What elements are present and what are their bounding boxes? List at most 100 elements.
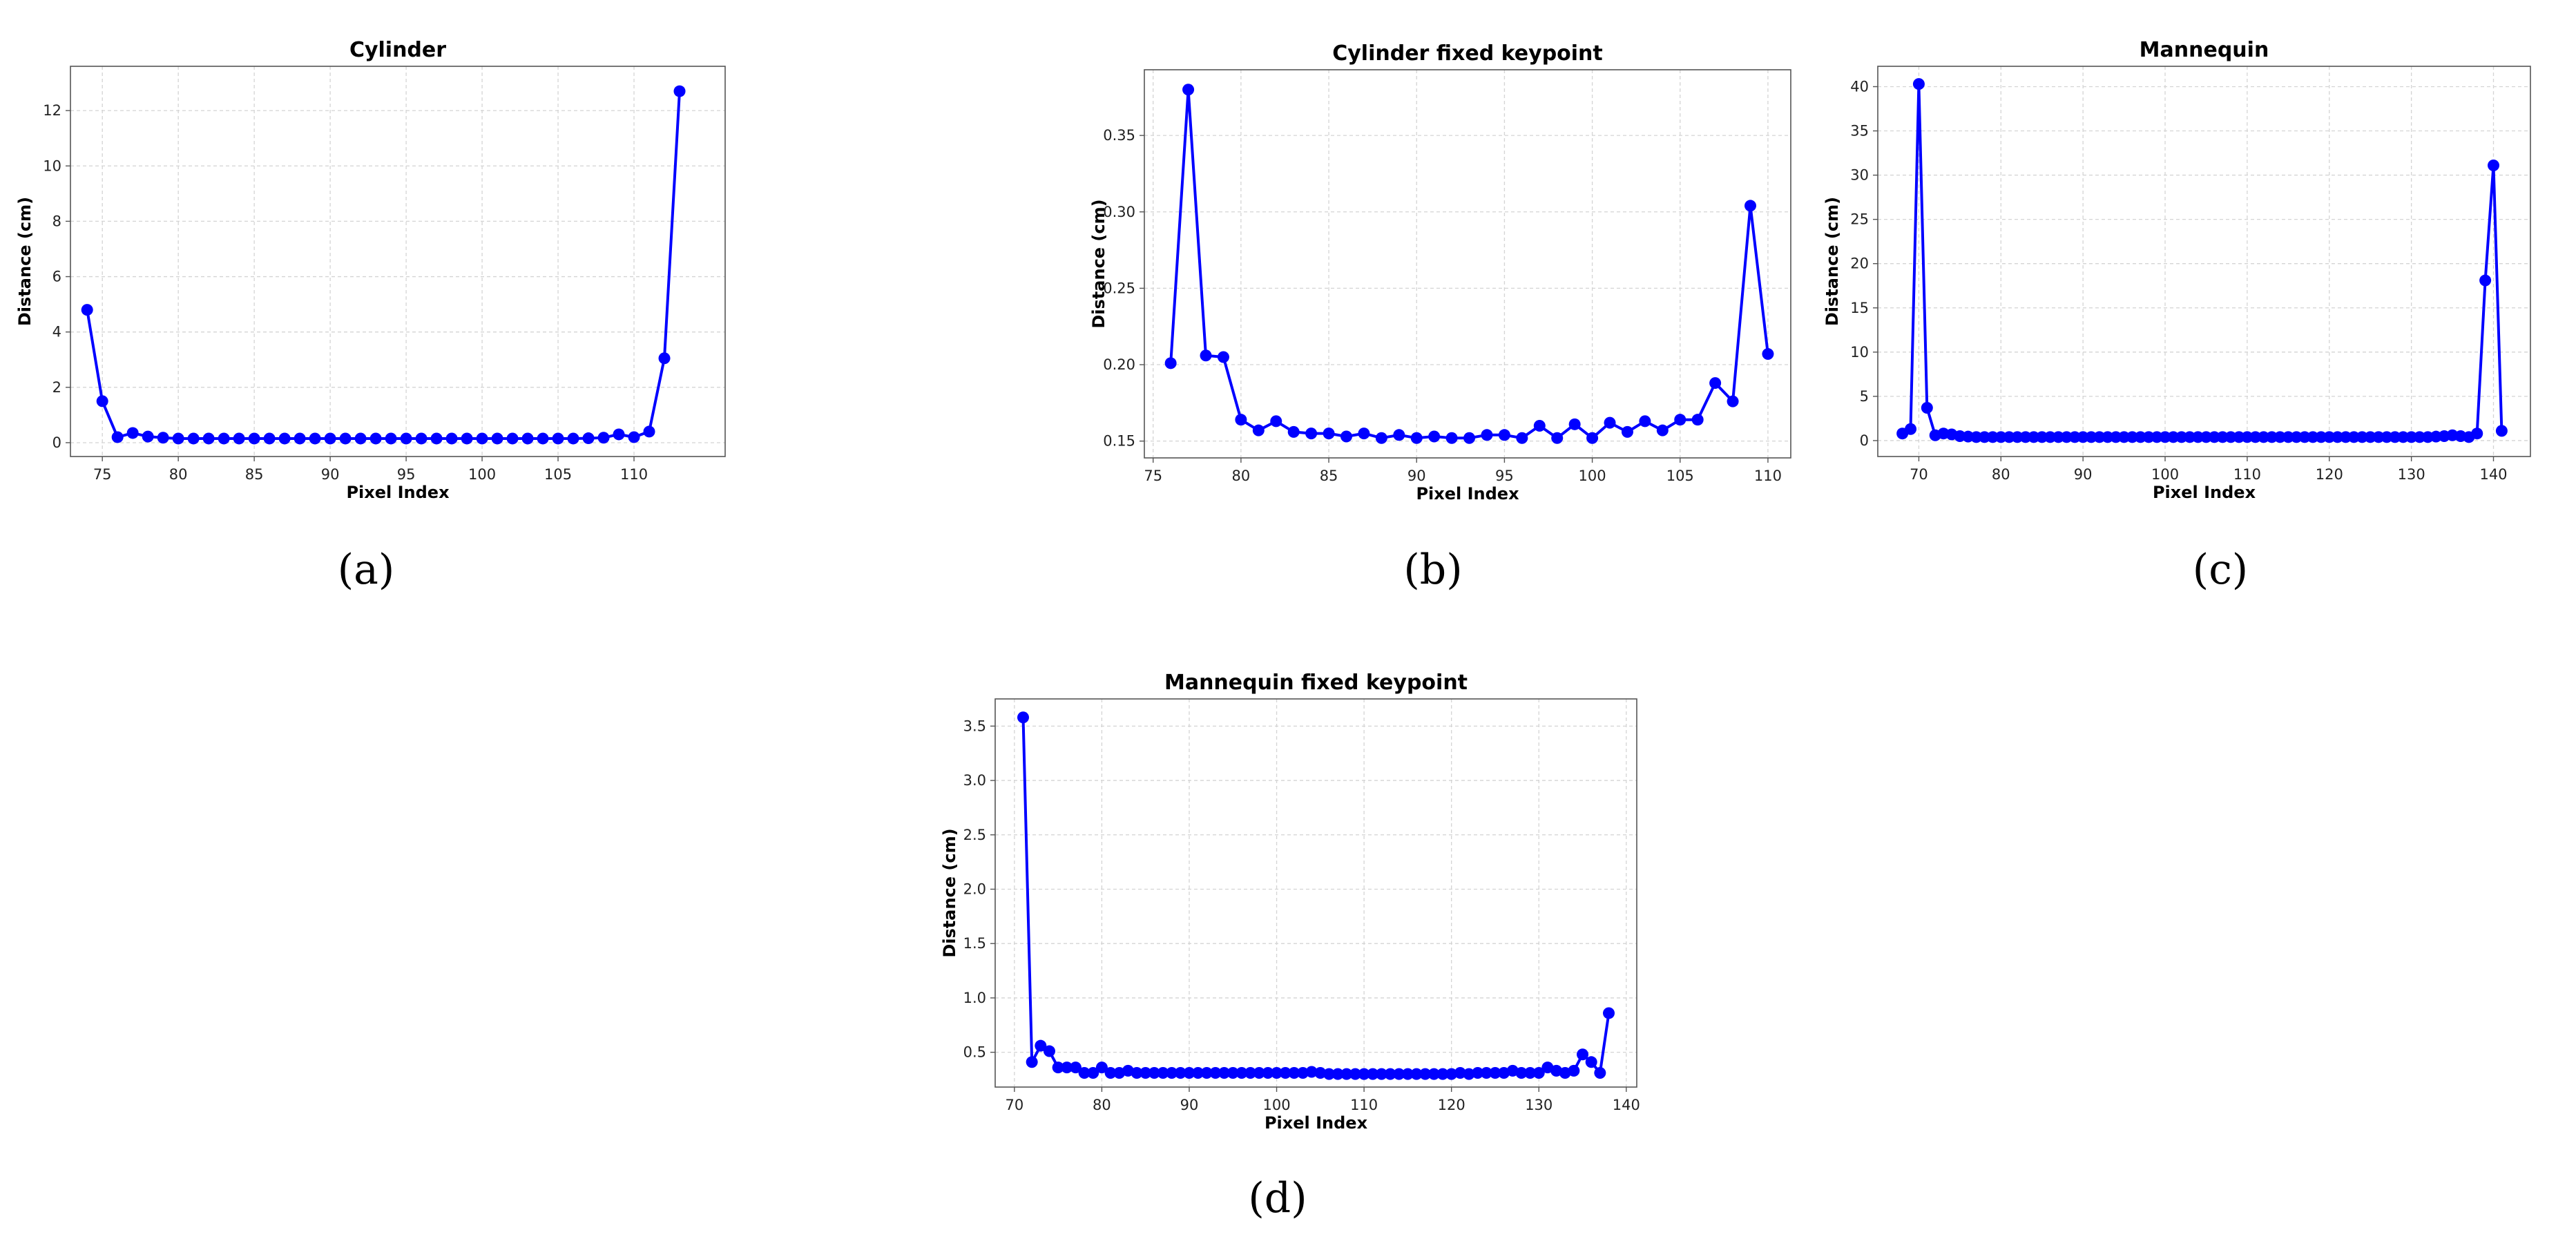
data-point [126,427,139,439]
data-point [2471,428,2483,440]
y-tick-label: 1.0 [963,990,986,1006]
x-tick-label: 80 [1093,1097,1111,1113]
data-point [218,432,230,445]
y-tick-label: 0.35 [1103,127,1135,144]
data-point [294,432,306,445]
data-point [1200,349,1212,362]
data-point [1358,1068,1370,1080]
data-point [613,428,625,441]
data-point [1218,1067,1231,1079]
y-tick-label: 2.0 [963,881,986,897]
data-point [1332,1068,1344,1080]
plot-frame [994,698,1637,1088]
x-axis-label: Pixel Index [2153,483,2256,502]
data-point [1463,1068,1475,1080]
data-point [1568,1064,1580,1077]
y-tick-label: 25 [1850,211,1869,228]
data-point [1532,1067,1545,1079]
data-point [2381,431,2393,443]
data-point [2085,431,2097,443]
data-point [2053,431,2065,443]
data-point [339,432,352,445]
x-tick-label: 105 [544,466,572,483]
data-point [1087,1067,1099,1079]
data-point [1061,1062,1073,1074]
chart-panel-b: 75 80 85 90 95 100 105 110 0.15 0.20 0.25 0.30 0.35 C… [1089,41,1791,594]
data-point [2233,431,2245,443]
data-point [2126,431,2138,443]
data-point [1384,1068,1396,1080]
data-point [1481,429,1493,441]
data-point [1419,1068,1432,1080]
data-point [1551,432,1564,444]
data-point [2003,431,2015,443]
data-point [2192,431,2204,443]
plot-frame [70,66,726,457]
data-point [2093,431,2106,443]
x-tick-label: 95 [1495,468,1514,484]
data-point [430,432,443,445]
data-point [1164,357,1177,369]
chart-title: Mannequin [2140,38,2269,62]
x-tick-label: 80 [1992,466,2010,483]
x-tick-label: 110 [2233,466,2261,483]
y-tick-label: 8 [52,213,61,229]
data-point [1533,420,1546,432]
data-point [248,432,260,445]
data-point [1244,1067,1257,1079]
x-tick-label: 70 [1910,466,1928,483]
data-point [521,432,534,445]
data-point [1236,1067,1248,1079]
data-point [2347,431,2360,443]
data-point [1323,1068,1335,1080]
y-tick-label: 3.5 [963,718,986,734]
data-point [1026,1056,1038,1068]
y-tick-label: 3.0 [963,772,986,789]
data-point [1489,1067,1501,1079]
data-point [2266,431,2278,443]
data-point [1227,1067,1239,1079]
data-point [582,432,595,445]
data-point [142,430,154,443]
data-point [2019,431,2032,443]
x-tick-label: 70 [1005,1097,1023,1113]
data-point [1445,432,1458,444]
data-point [1174,1067,1186,1079]
data-point [1340,430,1352,443]
data-point [309,432,321,445]
data-point [1639,415,1651,428]
chart-title: Mannequin fixed keypoint [1164,671,1468,695]
x-tick-label: 95 [397,466,416,483]
data-point [1393,429,1405,441]
data-point [1428,430,1441,443]
x-tick-label: 100 [1579,468,1606,484]
panel-caption: (c) [2193,546,2248,594]
data-point [1017,711,1030,724]
data-point [1691,414,1704,426]
chart-panel-c: 70 80 90 100 110 120 130 140 0 5 10 15 20 25 30 35 40 Man… [1823,38,2531,594]
data-point [2151,431,2163,443]
y-tick-label: 10 [43,157,61,174]
x-tick-label: 105 [1666,468,1694,484]
data-point [1270,415,1282,428]
data-point [628,431,640,443]
data-point [1200,1067,1213,1079]
data-point [1586,432,1599,444]
data-point [1367,1068,1379,1080]
y-tick-label: 35 [1850,123,1869,140]
x-axis-label: Pixel Index [346,483,450,502]
data-point [2414,431,2426,443]
x-tick-label: 85 [1320,468,1338,484]
data-point [2405,431,2418,443]
data-point [1043,1045,1055,1057]
x-tick-label: 140 [1613,1097,1640,1113]
y-tick-label: 40 [1850,78,1869,95]
data-point [2200,431,2212,443]
x-axis-label: Pixel Index [1265,1113,1368,1133]
data-point [385,432,397,445]
data-point [1305,428,1318,440]
data-point [2142,431,2155,443]
data-point [1472,1067,1484,1079]
x-tick-label: 100 [2151,466,2179,483]
